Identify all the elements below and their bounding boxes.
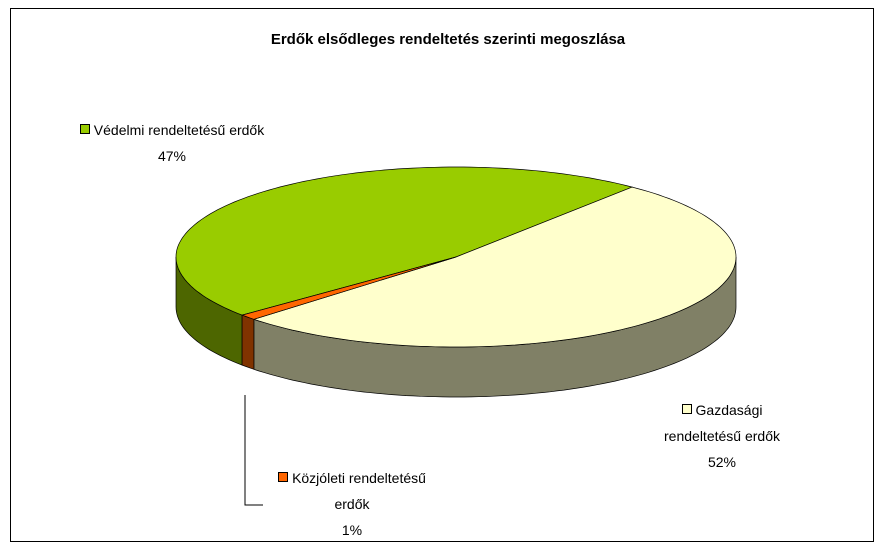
legend-swatch — [681, 404, 692, 414]
label-name: Gazdasági rendeltetésű erdők — [664, 402, 780, 444]
legend-swatch — [79, 124, 90, 134]
leader-line — [244, 395, 263, 506]
pie — [175, 166, 737, 398]
pie-slice — [252, 186, 737, 348]
label-name: Védelmi rendeltetésű erdők — [93, 122, 265, 138]
label-value: 47% — [157, 148, 187, 164]
pie-slice — [240, 256, 457, 320]
label-value: 52% — [707, 454, 737, 470]
data-label: Védelmi rendeltetésű erdők 47% — [62, 117, 282, 169]
label-value: 1% — [341, 522, 363, 538]
data-label: Közjóleti rendeltetésű erdők 1% — [277, 465, 427, 543]
pie-slice-side — [241, 314, 255, 370]
data-label: Gazdasági rendeltetésű erdők 52% — [647, 397, 797, 475]
pie-slice — [175, 166, 634, 316]
chart-title: Erdők elsődleges rendeltetés szerinti me… — [271, 31, 626, 48]
legend-swatch — [278, 472, 289, 482]
chart-frame — [10, 8, 874, 542]
label-name: Közjóleti rendeltetésű erdők — [292, 470, 426, 512]
